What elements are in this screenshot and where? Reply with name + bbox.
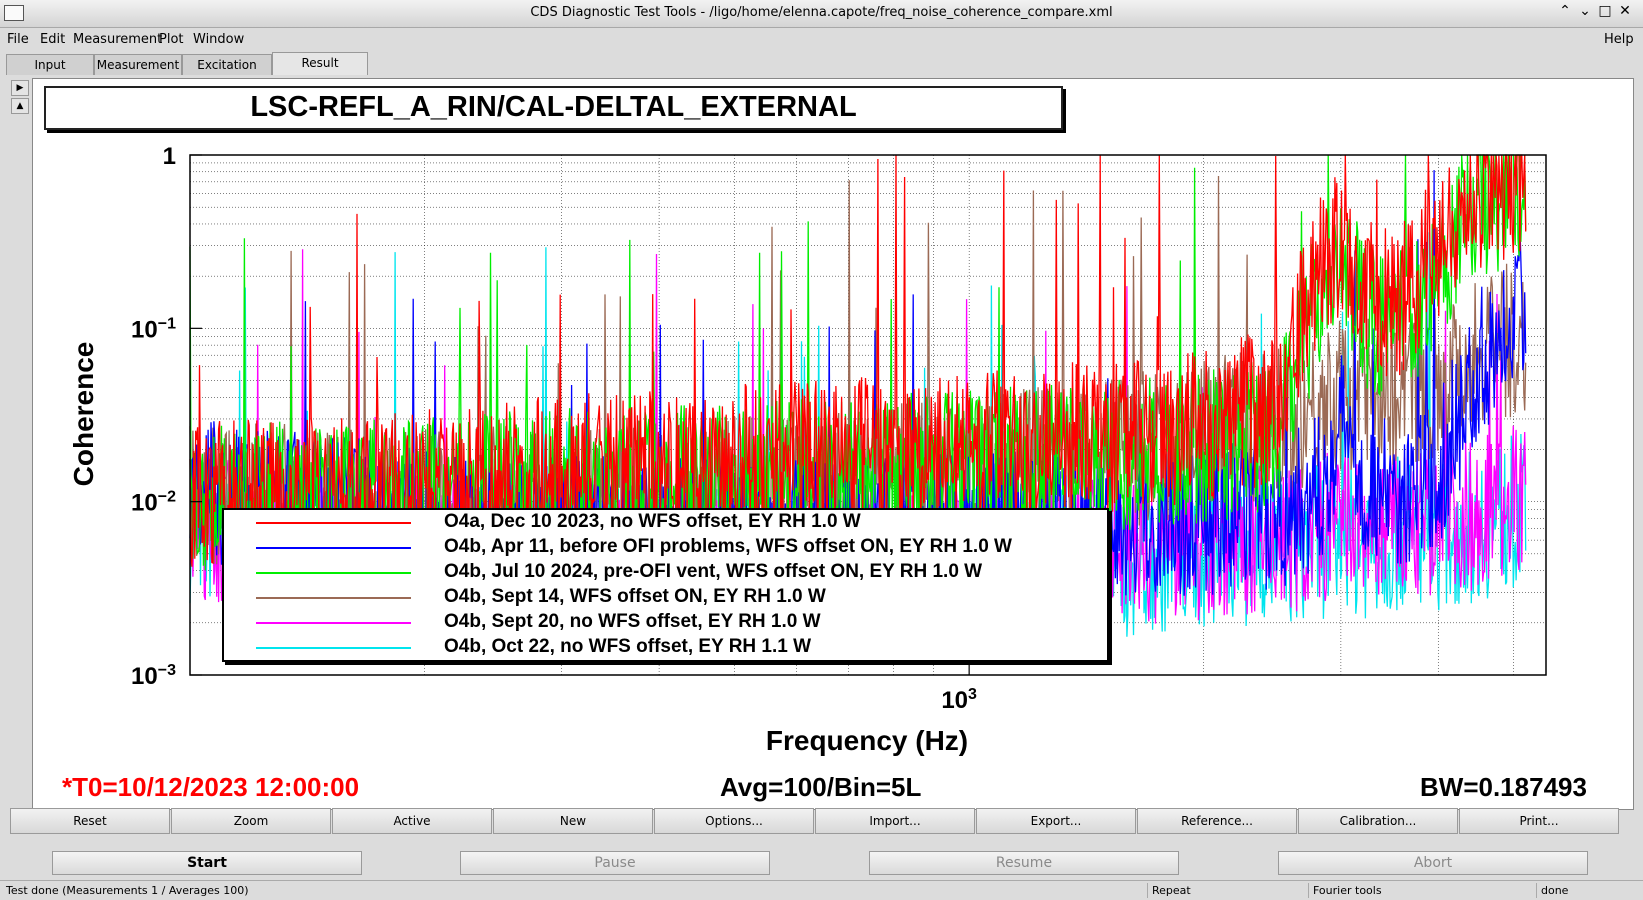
zoom-button[interactable]: Zoom [171, 808, 331, 834]
window-titlebar: CDS Diagnostic Test Tools - /ligo/home/e… [0, 0, 1643, 28]
plot-frame [189, 154, 1547, 676]
calibration-button[interactable]: Calibration... [1298, 808, 1458, 834]
x-tick-label: 103 [941, 686, 977, 714]
status-message: Test done (Measurements 1 / Averages 100… [6, 884, 249, 897]
status-repeat: Repeat [1147, 883, 1191, 898]
plot-button-row: Reset Zoom Active New Options... Import.… [10, 808, 1622, 834]
legend-label: O4b, Apr 11, before OFI problems, WFS of… [444, 536, 1012, 557]
t0-label: *T0=10/12/2023 12:00:00 [62, 772, 360, 802]
menu-file[interactable]: File [7, 32, 29, 47]
tab-input[interactable]: Input [6, 54, 94, 75]
legend-swatch-blue [256, 547, 411, 549]
menu-plot[interactable]: Plot [159, 32, 184, 47]
shade-up-icon[interactable]: ⌃ [1559, 3, 1571, 19]
plot-title-box: LSC-REFL_A_RIN/CAL-DELTAL_EXTERNAL [44, 86, 1063, 130]
legend-swatch-green [256, 572, 411, 574]
x-axis-label: Frequency (Hz) [766, 725, 968, 756]
legend-entry: O4b, Jul 10 2024, pre-OFI vent, WFS offs… [224, 560, 1104, 585]
y-axis-label: Coherence [68, 342, 99, 487]
import-button[interactable]: Import... [815, 808, 975, 834]
window-controls: ⌃ ⌄ □ ✕ [1555, 3, 1635, 19]
options-button[interactable]: Options... [654, 808, 814, 834]
menu-measurement[interactable]: Measurement [73, 32, 163, 47]
bandwidth-label: BW=0.187493 [1420, 772, 1587, 802]
shade-down-icon[interactable]: ⌄ [1579, 3, 1591, 19]
y-tick-label: 10−1 [131, 315, 176, 343]
axis-ticks: 10−3 10−2 10−1 1 103 [131, 143, 977, 714]
menu-help[interactable]: Help [1604, 32, 1634, 47]
tab-measurement[interactable]: Measurement [94, 54, 182, 75]
active-button[interactable]: Active [332, 808, 492, 834]
y-tick-label: 10−2 [131, 489, 176, 517]
legend[interactable]: O4a, Dec 10 2023, no WFS offset, EY RH 1… [222, 508, 1109, 662]
legend-swatch-magenta [256, 622, 411, 624]
tab-result[interactable]: Result [272, 52, 368, 75]
legend-label: O4a, Dec 10 2023, no WFS offset, EY RH 1… [444, 511, 861, 532]
abort-button[interactable]: Abort [1278, 851, 1588, 875]
legend-label: O4b, Jul 10 2024, pre-OFI vent, WFS offs… [444, 561, 983, 582]
legend-entry: O4b, Apr 11, before OFI problems, WFS of… [224, 535, 1104, 560]
start-button[interactable]: Start [52, 851, 362, 875]
export-button[interactable]: Export... [976, 808, 1136, 834]
avg-bin-label: Avg=100/Bin=5L [720, 772, 922, 802]
status-state: done [1536, 883, 1568, 898]
reference-button[interactable]: Reference... [1137, 808, 1297, 834]
arrow-up-icon[interactable]: ▲ [11, 98, 29, 114]
menu-bar: File Edit Measurement Plot Window Help [0, 28, 1643, 50]
legend-label: O4b, Oct 22, no WFS offset, EY RH 1.1 W [444, 636, 812, 657]
window-menu-icon[interactable] [4, 5, 24, 21]
menu-edit[interactable]: Edit [40, 32, 66, 47]
close-icon[interactable]: ✕ [1619, 3, 1631, 19]
plot-title: LSC-REFL_A_RIN/CAL-DELTAL_EXTERNAL [250, 91, 857, 123]
y-tick-label: 1 [163, 143, 176, 170]
pause-button[interactable]: Pause [460, 851, 770, 875]
legend-entry: O4b, Oct 22, no WFS offset, EY RH 1.1 W [224, 635, 1104, 660]
maximize-icon[interactable]: □ [1598, 3, 1612, 19]
series-line [189, 154, 1527, 572]
legend-swatch-brown [256, 597, 411, 599]
y-tick-label: 10−3 [131, 662, 176, 690]
legend-label: O4b, Sept 20, no WFS offset, EY RH 1.0 W [444, 611, 821, 632]
resume-button[interactable]: Resume [869, 851, 1179, 875]
legend-label: O4b, Sept 14, WFS offset ON, EY RH 1.0 W [444, 586, 826, 607]
tab-excitation[interactable]: Excitation [182, 54, 272, 75]
new-button[interactable]: New [493, 808, 653, 834]
reset-button[interactable]: Reset [10, 808, 170, 834]
legend-entry: O4b, Sept 14, WFS offset ON, EY RH 1.0 W [224, 585, 1104, 610]
legend-entry: O4b, Sept 20, no WFS offset, EY RH 1.0 W [224, 610, 1104, 635]
legend-swatch-cyan [256, 647, 411, 649]
arrow-right-icon[interactable]: ▶ [11, 80, 29, 96]
legend-swatch-red [256, 522, 411, 524]
menu-window[interactable]: Window [193, 32, 245, 47]
print-button[interactable]: Print... [1459, 808, 1619, 834]
window-title: CDS Diagnostic Test Tools - /ligo/home/e… [530, 5, 1113, 20]
status-bar: Test done (Measurements 1 / Averages 100… [0, 880, 1643, 900]
control-button-row: Start Pause Resume Abort [0, 848, 1643, 876]
legend-entry: O4a, Dec 10 2023, no WFS offset, EY RH 1… [224, 510, 1104, 535]
status-tools: Fourier tools [1308, 883, 1382, 898]
